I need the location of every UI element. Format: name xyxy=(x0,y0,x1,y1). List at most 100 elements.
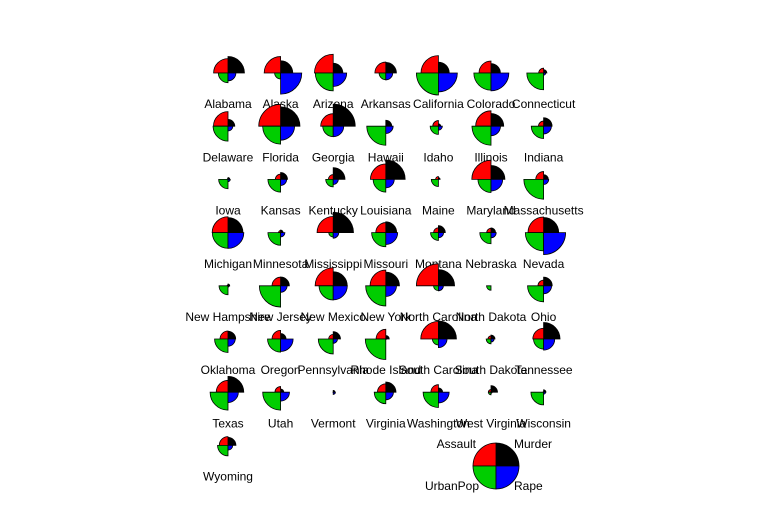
segment xyxy=(430,179,439,187)
segment xyxy=(535,171,544,180)
state-label: South Carolina xyxy=(399,363,479,377)
segment xyxy=(375,328,387,340)
state-label: Idaho xyxy=(423,150,453,164)
segment xyxy=(543,285,553,295)
segment xyxy=(314,267,334,287)
segment xyxy=(375,222,387,233)
segment xyxy=(543,174,549,180)
segment xyxy=(267,232,281,246)
state-label: New Hampshire xyxy=(185,310,271,324)
segment xyxy=(258,285,281,308)
segment xyxy=(490,165,506,180)
state-label: Texas xyxy=(212,416,243,430)
segment xyxy=(438,338,448,349)
state-label: Mississippi xyxy=(304,257,362,271)
segment xyxy=(374,61,387,74)
segment xyxy=(477,179,492,193)
segment xyxy=(385,179,395,189)
segment xyxy=(479,232,492,245)
segment xyxy=(328,334,334,340)
segment xyxy=(530,125,544,139)
segment xyxy=(420,320,439,340)
segment xyxy=(218,179,229,190)
segment xyxy=(385,125,394,134)
segment xyxy=(438,225,446,233)
segment xyxy=(415,263,439,287)
segment xyxy=(227,283,231,287)
segment xyxy=(543,338,556,351)
segment xyxy=(438,387,444,393)
segment xyxy=(538,120,544,127)
segment xyxy=(217,445,229,457)
segment xyxy=(433,227,439,233)
segment xyxy=(271,330,281,340)
segment xyxy=(332,331,341,340)
segment xyxy=(274,386,281,393)
segment xyxy=(438,269,455,287)
segment xyxy=(385,271,400,287)
segment xyxy=(327,174,334,180)
state-label: Iowa xyxy=(215,204,241,218)
state-label: Kansas xyxy=(261,204,301,218)
state-label: Nevada xyxy=(523,257,565,271)
state-label: South Dakota xyxy=(455,363,528,377)
segment xyxy=(332,167,346,180)
state-label: Tennessee xyxy=(515,363,573,377)
segment xyxy=(543,232,567,256)
segment xyxy=(490,125,501,137)
segment xyxy=(490,227,497,233)
state-label: Wisconsin xyxy=(516,416,571,430)
segment xyxy=(218,285,229,296)
segment xyxy=(227,232,245,249)
state-label: Louisiana xyxy=(360,204,412,218)
segment xyxy=(332,271,348,287)
segment xyxy=(320,113,334,127)
segment xyxy=(219,330,229,340)
segment xyxy=(523,179,544,200)
segment xyxy=(415,72,439,96)
segment xyxy=(478,60,492,74)
segment xyxy=(332,103,356,127)
segment xyxy=(538,67,544,74)
segment xyxy=(486,285,492,291)
segment xyxy=(385,285,397,297)
segment xyxy=(227,376,245,393)
segment xyxy=(438,125,443,131)
segment xyxy=(280,72,303,95)
segment xyxy=(543,125,552,135)
segment xyxy=(432,338,439,346)
state-label: Maryland xyxy=(466,204,515,218)
segment xyxy=(373,391,387,405)
segment xyxy=(227,119,236,127)
segment xyxy=(543,276,553,287)
state-label: Indiana xyxy=(524,150,564,164)
segment xyxy=(537,279,544,287)
segment xyxy=(543,179,550,185)
segment xyxy=(543,72,547,76)
segment xyxy=(385,232,399,245)
segment xyxy=(432,120,439,127)
state-label: Maine xyxy=(422,204,455,218)
state-label: Georgia xyxy=(312,150,355,164)
segment xyxy=(267,179,281,193)
segment xyxy=(438,232,444,239)
state-label: West Virginia xyxy=(456,416,527,430)
state-label: New York xyxy=(360,310,412,324)
segment xyxy=(211,232,229,249)
segment xyxy=(438,61,450,74)
segment xyxy=(258,103,281,127)
segment xyxy=(332,125,345,138)
key-segment xyxy=(495,465,520,490)
segment xyxy=(487,391,492,396)
segment xyxy=(280,172,288,180)
segment xyxy=(385,381,397,393)
segment xyxy=(378,72,387,81)
segment xyxy=(280,338,294,352)
segment xyxy=(227,217,244,233)
segment xyxy=(490,179,504,192)
segment xyxy=(366,125,387,146)
segment xyxy=(485,338,492,345)
segment xyxy=(332,285,348,301)
